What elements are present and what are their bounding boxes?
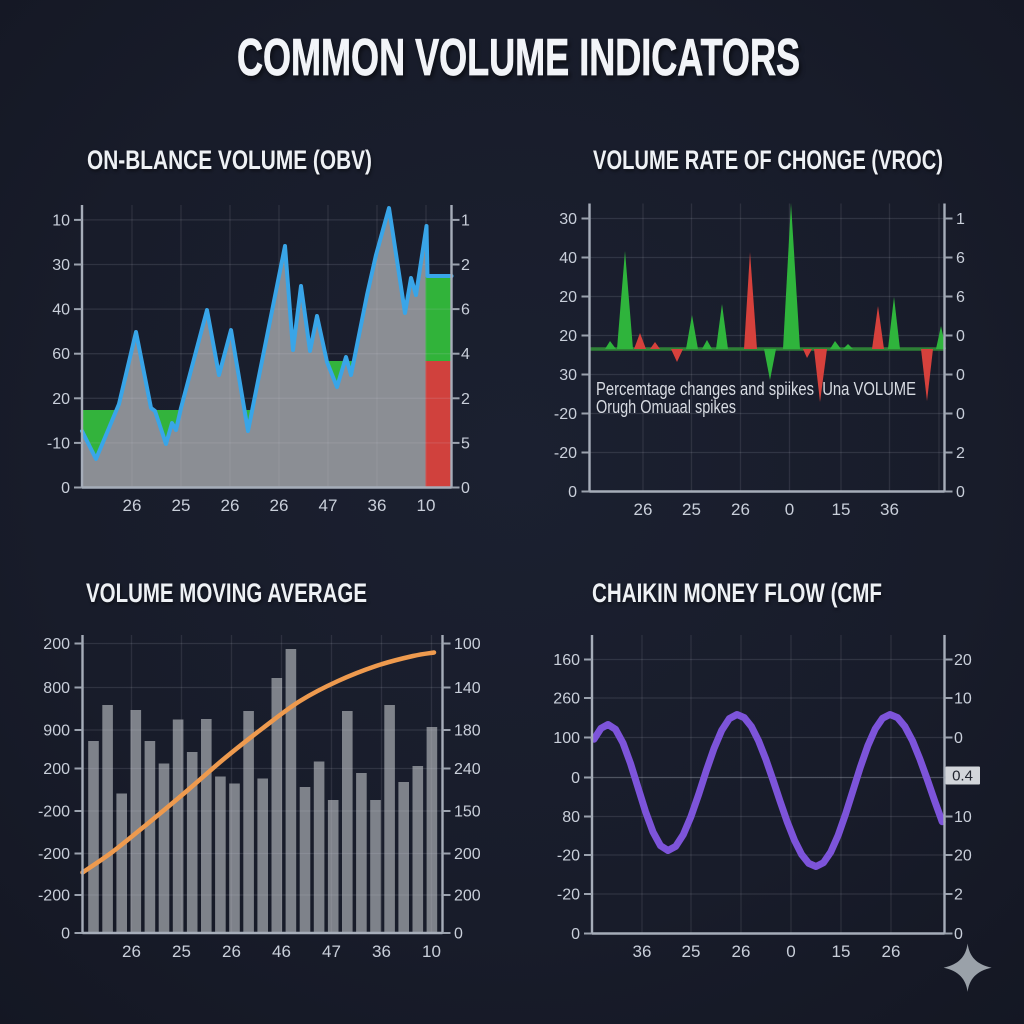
svg-text:10: 10: [954, 809, 972, 826]
svg-text:5: 5: [461, 435, 470, 452]
svg-text:6: 6: [956, 250, 965, 267]
svg-text:Orugh Omuaal spikes: Orugh Omuaal spikes: [596, 397, 736, 417]
svg-text:0: 0: [571, 770, 580, 787]
svg-text:26: 26: [221, 496, 240, 515]
svg-text:0: 0: [956, 406, 965, 423]
svg-text:20: 20: [559, 328, 577, 345]
svg-text:1: 1: [956, 211, 965, 228]
svg-text:40: 40: [559, 250, 577, 267]
svg-text:30: 30: [559, 211, 577, 228]
svg-text:Percemtage changes and spiikes: Percemtage changes and spiikes Una VOLUM…: [596, 379, 916, 399]
svg-text:0: 0: [454, 926, 463, 943]
svg-text:-20: -20: [557, 848, 580, 865]
svg-text:2: 2: [956, 445, 965, 462]
svg-text:46: 46: [272, 942, 291, 961]
svg-text:-200: -200: [38, 846, 70, 863]
svg-text:10: 10: [417, 496, 436, 515]
svg-text:0: 0: [954, 926, 963, 943]
svg-text:20: 20: [954, 848, 972, 865]
svg-text:10: 10: [422, 942, 441, 961]
svg-text:0: 0: [954, 730, 963, 747]
svg-text:260: 260: [553, 691, 580, 708]
svg-text:150: 150: [454, 804, 481, 821]
svg-text:80: 80: [562, 809, 580, 826]
svg-text:25: 25: [172, 496, 191, 515]
svg-text:200: 200: [454, 846, 481, 863]
svg-text:15: 15: [832, 942, 851, 961]
svg-text:36: 36: [633, 942, 652, 961]
svg-text:ON-BLANCE VOLUME (OBV): ON-BLANCE VOLUME (OBV): [87, 145, 372, 175]
svg-text:2: 2: [954, 887, 963, 904]
svg-text:40: 40: [52, 302, 70, 319]
svg-text:47: 47: [319, 496, 338, 515]
svg-text:0: 0: [568, 484, 577, 501]
svg-text:20: 20: [954, 652, 972, 669]
svg-text:36: 36: [880, 500, 899, 519]
svg-text:2: 2: [461, 257, 470, 274]
svg-text:CHAIKIN MONEY FLOW (CMF: CHAIKIN MONEY FLOW (CMF: [592, 578, 882, 608]
svg-text:36: 36: [368, 496, 387, 515]
svg-text:0.4: 0.4: [952, 768, 973, 785]
svg-text:0: 0: [61, 480, 70, 497]
svg-text:26: 26: [731, 500, 750, 519]
svg-text:26: 26: [222, 942, 241, 961]
svg-text:26: 26: [122, 942, 141, 961]
svg-text:0: 0: [571, 926, 580, 943]
svg-text:COMMON VOLUME INDICATORS: COMMON VOLUME INDICATORS: [237, 29, 800, 87]
svg-text:0: 0: [461, 480, 470, 497]
svg-text:20: 20: [52, 391, 70, 408]
svg-text:900: 900: [43, 723, 70, 740]
svg-text:0: 0: [61, 926, 70, 943]
svg-text:30: 30: [559, 367, 577, 384]
svg-text:30: 30: [52, 257, 70, 274]
svg-text:180: 180: [454, 723, 481, 740]
svg-text:-200: -200: [38, 804, 70, 821]
svg-text:6: 6: [461, 302, 470, 319]
svg-text:36: 36: [372, 942, 391, 961]
svg-text:26: 26: [123, 496, 142, 515]
svg-text:26: 26: [882, 942, 901, 961]
svg-text:25: 25: [172, 942, 191, 961]
svg-text:26: 26: [270, 496, 289, 515]
svg-text:0: 0: [786, 942, 795, 961]
svg-text:4: 4: [461, 346, 470, 363]
svg-text:25: 25: [682, 500, 701, 519]
svg-text:47: 47: [322, 942, 341, 961]
svg-text:240: 240: [454, 761, 481, 778]
svg-text:26: 26: [732, 942, 751, 961]
svg-text:15: 15: [832, 500, 851, 519]
svg-text:0: 0: [956, 328, 965, 345]
svg-text:26: 26: [634, 500, 653, 519]
svg-text:60: 60: [52, 346, 70, 363]
svg-text:140: 140: [454, 680, 481, 697]
svg-text:800: 800: [43, 680, 70, 697]
svg-text:VOLUME RATE OF CHONGE (VROC): VOLUME RATE OF CHONGE (VROC): [593, 145, 943, 175]
svg-text:-10: -10: [47, 435, 70, 452]
svg-text:2: 2: [461, 391, 470, 408]
svg-text:200: 200: [454, 888, 481, 905]
svg-text:100: 100: [553, 730, 580, 747]
svg-text:0: 0: [956, 367, 965, 384]
svg-text:160: 160: [553, 652, 580, 669]
svg-text:100: 100: [454, 636, 481, 653]
svg-text:200: 200: [43, 761, 70, 778]
svg-text:-20: -20: [557, 887, 580, 904]
svg-text:-20: -20: [554, 406, 577, 423]
svg-text:20: 20: [559, 289, 577, 306]
svg-text:0: 0: [956, 484, 965, 501]
svg-text:-200: -200: [38, 888, 70, 905]
svg-text:10: 10: [954, 691, 972, 708]
svg-text:200: 200: [43, 636, 70, 653]
svg-text:VOLUME MOVING AVERAGE: VOLUME MOVING AVERAGE: [86, 578, 367, 608]
svg-text:0: 0: [785, 500, 794, 519]
svg-text:10: 10: [52, 212, 70, 229]
svg-text:1: 1: [461, 212, 470, 229]
svg-text:-20: -20: [554, 445, 577, 462]
svg-text:25: 25: [682, 942, 701, 961]
svg-text:6: 6: [956, 289, 965, 306]
